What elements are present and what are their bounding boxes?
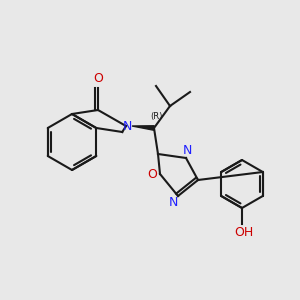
Text: N: N — [182, 145, 192, 158]
Polygon shape — [132, 126, 154, 130]
Text: (R): (R) — [150, 112, 162, 122]
Text: N: N — [122, 119, 132, 133]
Text: O: O — [93, 73, 103, 85]
Text: N: N — [168, 196, 178, 209]
Text: OH: OH — [234, 226, 254, 238]
Text: O: O — [147, 167, 157, 181]
